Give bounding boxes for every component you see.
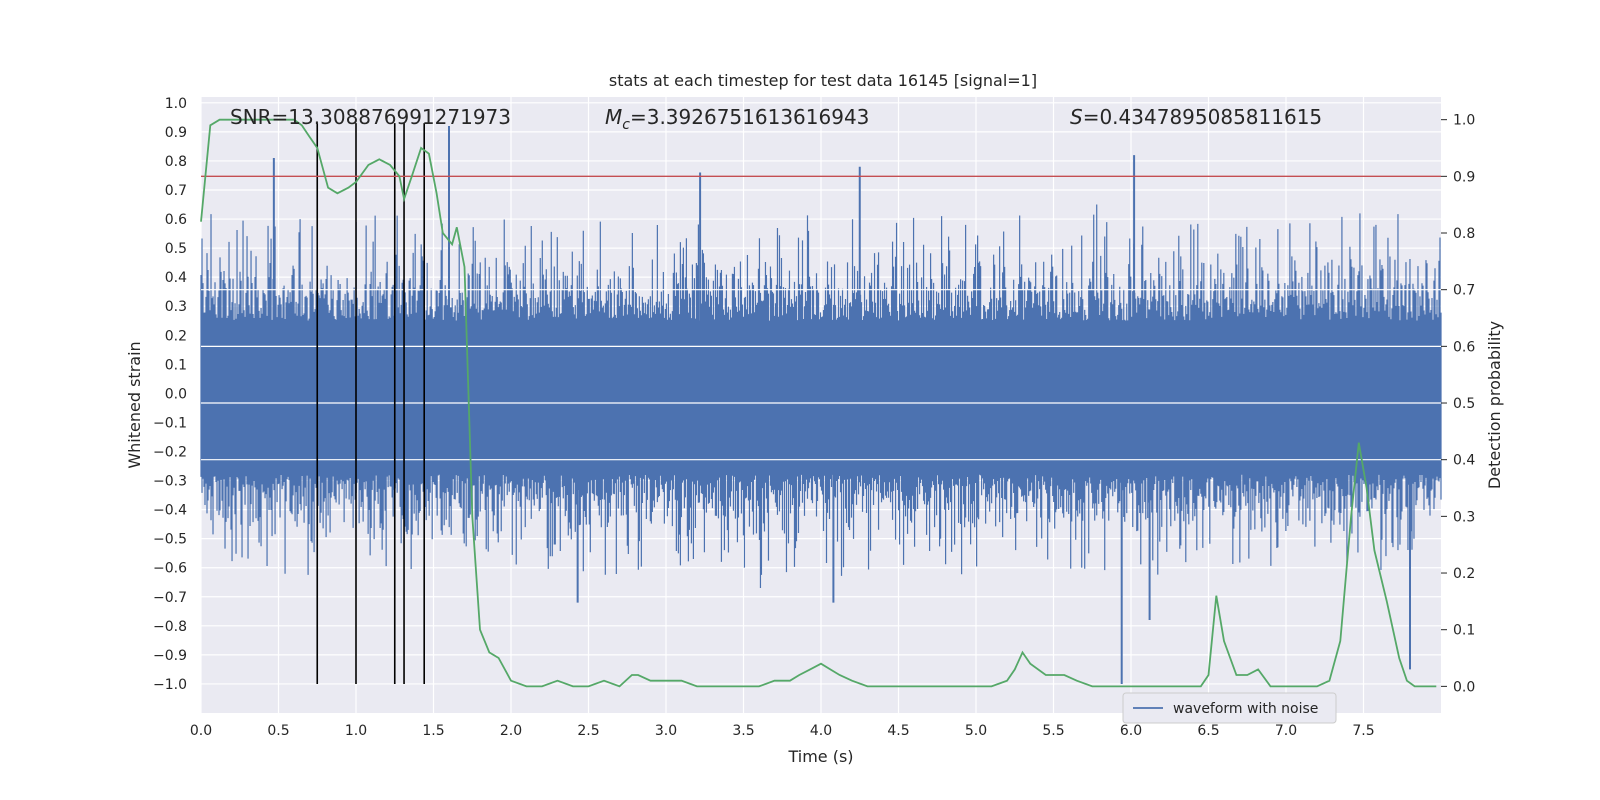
snr-annotation: SNR=13.308876991271973 — [230, 105, 511, 129]
y-left-axis-ticks: 1.0 0.9 0.8 0.7 0.6 0.5 0.4 0.3 0.2 0.1 0.0 −0.1 −0.… — [153, 96, 187, 693]
y-left-tick-label-20: −1.0 — [153, 677, 187, 693]
y-right-tick-label-5: 0.5 — [1453, 396, 1475, 412]
y-left-tick-label-18: −0.8 — [153, 619, 187, 635]
waveform-series — [200, 126, 1442, 684]
y-right-tick-label-9: 0.1 — [1453, 623, 1475, 639]
x-tick-label-11: 5.5 — [1042, 723, 1064, 739]
s-annotation: S=0.4347895085811615 — [1070, 105, 1322, 129]
s-value: =0.4347895085811615 — [1083, 105, 1322, 129]
y-left-tick-label-7: 0.3 — [165, 299, 187, 315]
s-symbol: S — [1070, 105, 1083, 129]
x-tick-label-14: 7.0 — [1275, 723, 1297, 739]
x-tick-label-3: 1.5 — [422, 723, 444, 739]
y-left-tick-label-13: −0.3 — [153, 474, 187, 490]
chirp-mass-annotation: Mc=3.3926751613616943 — [605, 105, 869, 133]
y-right-tick-label-0: 1.0 — [1453, 113, 1475, 129]
x-tick-label-5: 2.5 — [577, 723, 599, 739]
y-right-tick-label-7: 0.3 — [1453, 509, 1475, 525]
chirp-mass-subscript: c — [622, 117, 630, 133]
x-axis-title: Time (s) — [787, 747, 853, 766]
x-tick-label-7: 3.5 — [732, 723, 754, 739]
x-tick-label-8: 4.0 — [810, 723, 832, 739]
y-left-tick-label-14: −0.4 — [153, 503, 187, 519]
y-left-tick-label-15: −0.5 — [153, 532, 187, 548]
y-right-tick-label-4: 0.6 — [1453, 339, 1475, 355]
y-left-tick-label-6: 0.4 — [165, 270, 187, 286]
y-right-tick-label-2: 0.8 — [1453, 226, 1475, 242]
chirp-mass-symbol: M — [605, 105, 622, 129]
y-right-tick-label-1: 0.9 — [1453, 169, 1475, 185]
x-tick-label-12: 6.0 — [1120, 723, 1142, 739]
y-right-axis-title: Detection probability — [1485, 321, 1504, 489]
event-markers — [316, 123, 426, 684]
y-left-tick-label-16: −0.6 — [153, 561, 187, 577]
y-left-tick-label-9: 0.1 — [165, 357, 187, 373]
y-left-tick-label-2: 0.8 — [165, 154, 187, 170]
x-tick-label-6: 3.0 — [655, 723, 677, 739]
x-axis-ticks: 0.0 0.5 1.0 1.5 2.0 2.5 3.0 3.5 4.0 4.5 5.0 5.5 6.0 6… — [190, 723, 1375, 739]
x-tick-label-4: 2.0 — [500, 723, 522, 739]
chirp-mass-value: =3.3926751613616943 — [630, 105, 869, 129]
x-tick-label-10: 5.0 — [965, 723, 987, 739]
y-left-tick-label-19: −0.9 — [153, 648, 187, 664]
legend-box — [1122, 692, 1337, 724]
y-right-axis-ticks: 1.0 0.9 0.8 0.7 0.6 0.5 0.4 0.3 0.2 0.1 0.0 — [1441, 113, 1475, 695]
x-tick-label-0: 0.0 — [190, 723, 212, 739]
legend-label: waveform with noise — [1173, 701, 1318, 717]
y-left-tick-label-8: 0.2 — [165, 328, 187, 344]
waveform-core — [201, 346, 1441, 452]
y-left-tick-label-1: 0.9 — [165, 125, 187, 141]
detection-probability-line — [200, 118, 1437, 688]
x-tick-label-1: 0.5 — [267, 723, 289, 739]
y-left-tick-label-3: 0.7 — [165, 183, 187, 199]
y-left-axis-title: Whitened strain — [125, 341, 144, 468]
x-tick-label-15: 7.5 — [1352, 723, 1374, 739]
x-tick-label-13: 6.5 — [1197, 723, 1219, 739]
y-right-tick-label-10: 0.0 — [1453, 679, 1475, 695]
legend: waveform with noise — [1122, 692, 1337, 724]
y-right-tick-label-6: 0.4 — [1453, 453, 1475, 469]
x-tick-label-2: 1.0 — [345, 723, 367, 739]
y-left-tick-label-4: 0.6 — [165, 212, 187, 228]
y-right-tick-label-3: 0.7 — [1453, 283, 1475, 299]
y-left-tick-label-17: −0.7 — [153, 590, 187, 606]
y-left-tick-label-12: −0.2 — [153, 444, 187, 460]
y-left-tick-label-0: 1.0 — [165, 96, 187, 112]
y-left-tick-label-11: −0.1 — [153, 415, 187, 431]
chart-title: stats at each timestep for test data 161… — [609, 71, 1037, 90]
y-left-tick-label-10: 0.0 — [165, 386, 187, 402]
y-right-tick-label-8: 0.2 — [1453, 566, 1475, 582]
y-left-tick-label-5: 0.5 — [165, 241, 187, 257]
x-tick-label-9: 4.5 — [887, 723, 909, 739]
